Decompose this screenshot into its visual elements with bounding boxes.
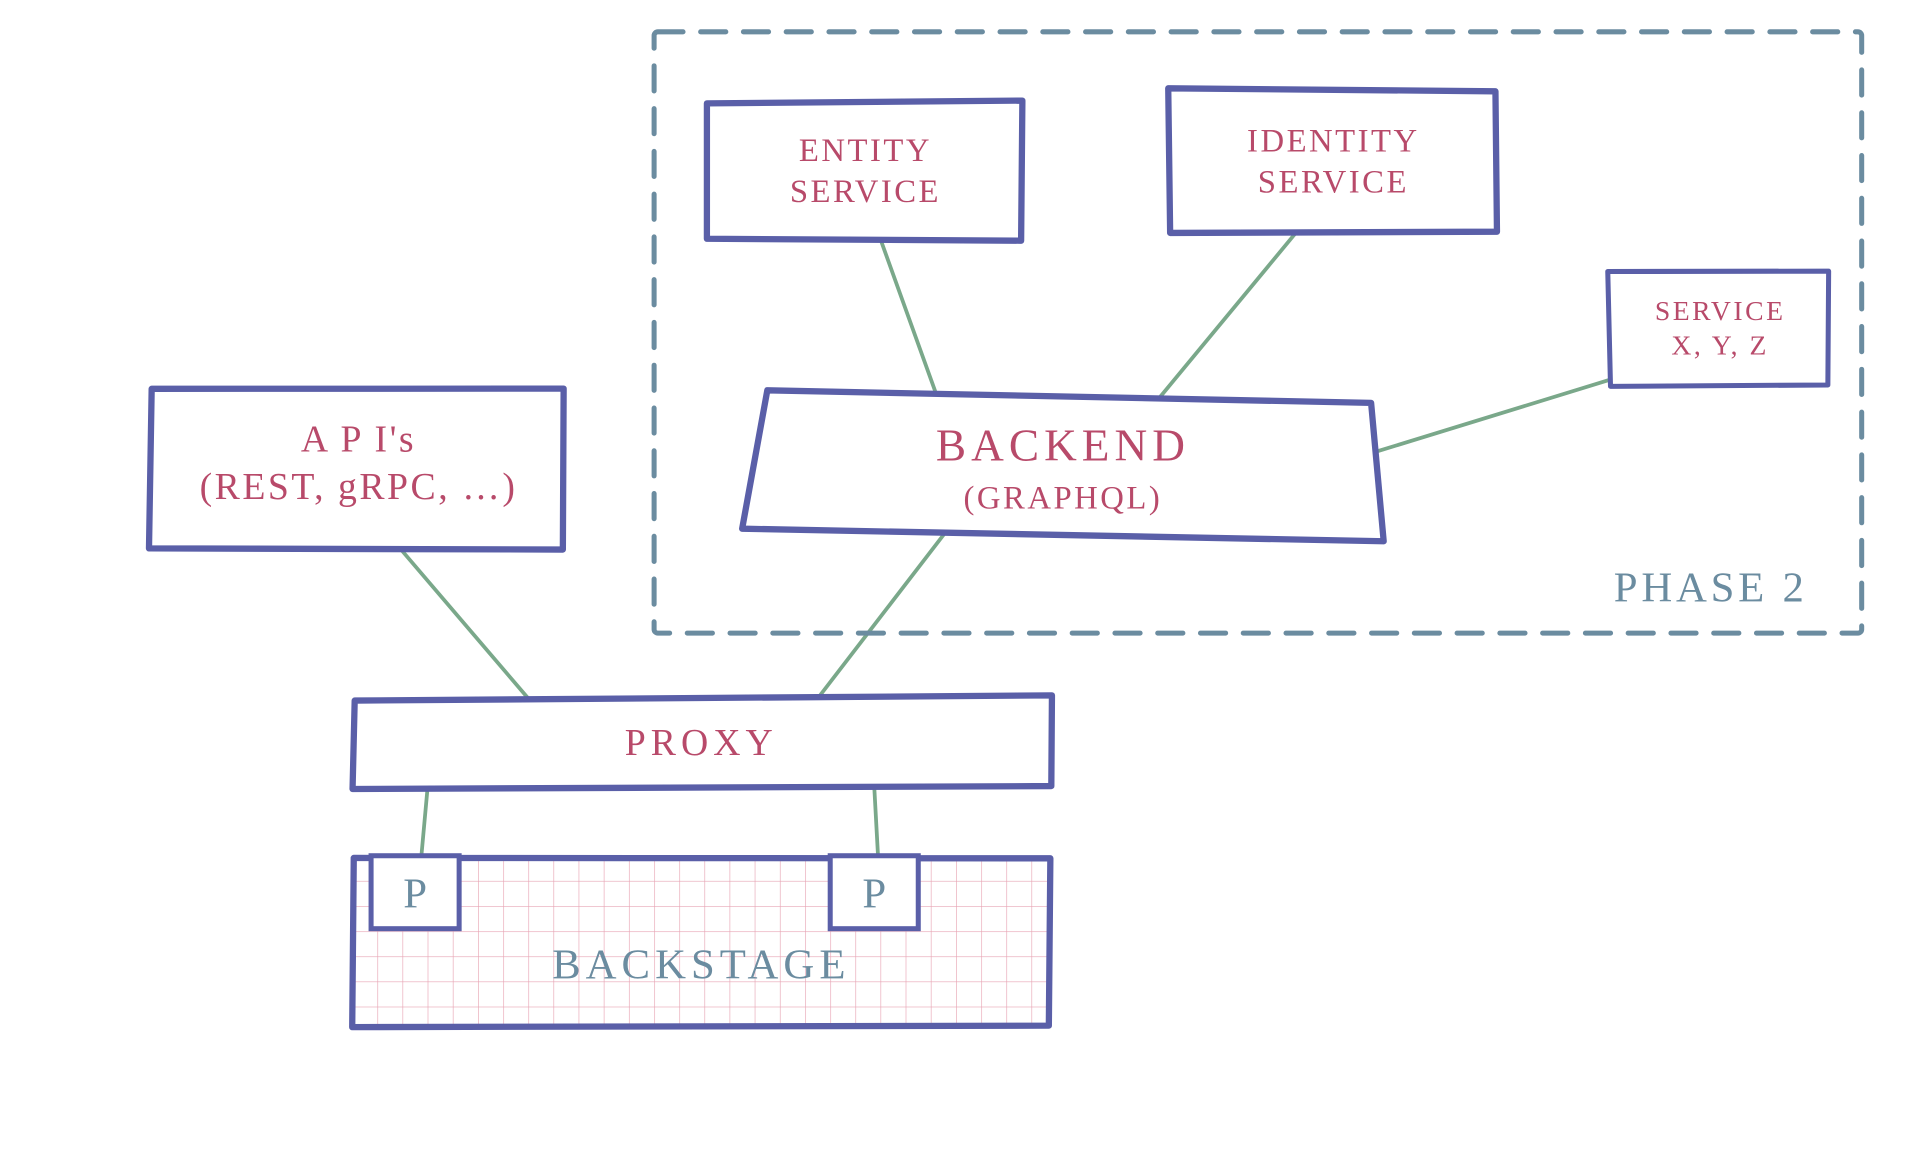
diagram.nodes.servicexyz-line0: SERVICE	[1655, 295, 1786, 326]
architecture-diagram: PHASE 2 A P I's (REST, gRPC, …) ENTITY SERV…	[0, 0, 1912, 1158]
edge-backend-proxy	[818, 535, 944, 699]
backend-title: BACKEND	[936, 421, 1190, 471]
node-backstage: P P BACKSTAGE	[352, 856, 1050, 1027]
node-apis: A P I's (REST, gRPC, …)	[149, 389, 564, 550]
edge-proxy-l-p-left	[421, 787, 427, 856]
diagram.nodes.entity-line1: SERVICE	[790, 174, 941, 210]
diagram.nodes.apis-line0: A P I's	[301, 419, 416, 461]
edge-apis-proxy	[403, 551, 529, 698]
diagram.nodes.apis-line1: (REST, gRPC, …)	[200, 466, 518, 508]
identity-box	[1168, 88, 1497, 233]
entity-box	[707, 101, 1022, 241]
edge-entity-backend	[881, 239, 938, 396]
nodes: A P I's(REST, gRPC, …)ENTITYSERVICEIDENT…	[149, 88, 1829, 1027]
proxy-label: PROXY	[625, 722, 778, 764]
edge-servicexyz-backend	[1371, 378, 1616, 453]
backend-subtitle: (GRAPHQL)	[964, 481, 1163, 517]
backstage-p-right-label: P	[862, 870, 886, 917]
node-entity-service: ENTITY SERVICE	[707, 101, 1022, 241]
backstage-p-left-label: P	[403, 870, 427, 917]
backstage-label: BACKSTAGE	[552, 941, 850, 988]
node-backend: BACKEND (GRAPHQL)	[742, 390, 1384, 541]
edge-proxy-r-p-right	[874, 787, 878, 856]
edge-identity-backend	[1157, 233, 1295, 400]
diagram.nodes.entity-line0: ENTITY	[799, 133, 932, 169]
diagram.nodes.identity-line1: SERVICE	[1258, 165, 1409, 201]
node-service-xyz: SERVICEX, Y, Z	[1608, 271, 1829, 386]
phase-2-label: PHASE 2	[1614, 565, 1808, 612]
diagram.nodes.identity-line0: IDENTITY	[1247, 124, 1420, 160]
node-identity-service: IDENTITY SERVICE	[1168, 88, 1497, 233]
diagram.nodes.servicexyz-line1: X, Y, Z	[1671, 329, 1769, 360]
node-proxy: PROXY	[353, 695, 1052, 789]
